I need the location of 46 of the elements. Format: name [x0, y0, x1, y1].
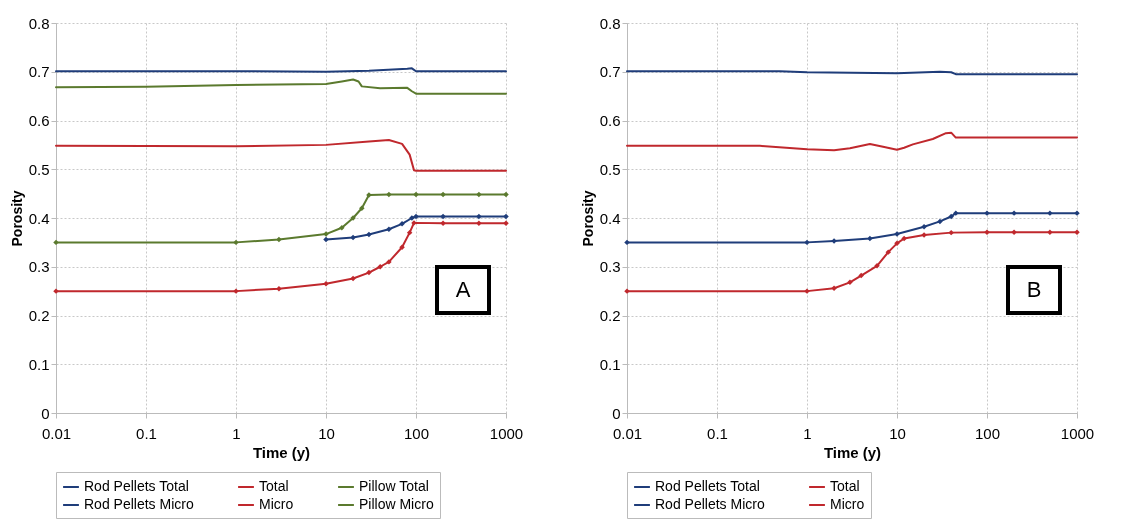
x-tick-label: 1 [803, 424, 812, 442]
legend-label: Rod Pellets Total [84, 478, 189, 494]
legend-label: Rod Pellets Total [655, 478, 760, 494]
x-axis-title: Time (y) [252, 443, 311, 461]
y-tick-label: 0.7 [28, 63, 50, 81]
legend-label: Micro [259, 496, 294, 512]
x-tick-label: 1000 [489, 424, 524, 442]
y-tick-label: 0.6 [28, 112, 50, 129]
label-frame: A [435, 265, 491, 315]
x-tick-label: 1000 [1060, 424, 1095, 442]
y-tick-label: 0.5 [28, 160, 50, 178]
legend-label: Total [830, 478, 860, 494]
legend-label: Pillow Micro [359, 496, 434, 512]
y-tick-label: 0.8 [28, 14, 50, 32]
x-tick-label: 0.01 [612, 424, 643, 442]
x-tick-label: 10 [889, 424, 906, 442]
y-tick-label: 0.6 [599, 112, 621, 129]
y-axis-title: Porosity [8, 190, 25, 247]
x-tick-label: 10 [318, 424, 335, 442]
y-tick-label: 0.2 [28, 307, 50, 324]
y-tick-label: 0.4 [599, 209, 621, 227]
x-axis-title: Time (y) [823, 443, 882, 461]
y-tick-label: 0.4 [28, 209, 50, 227]
x-tick-label: 100 [403, 424, 430, 442]
legend-label: Micro [830, 496, 865, 512]
y-tick-label: 0.3 [28, 258, 50, 276]
label-frame: B [1006, 265, 1062, 315]
y-tick-label: 0 [612, 404, 621, 422]
y-tick-label: 0.1 [28, 355, 50, 373]
y-tick-label: 0.7 [599, 63, 621, 81]
y-tick-label: 0 [41, 404, 50, 422]
y-tick-label: 0.3 [599, 258, 621, 276]
x-tick-label: 0.01 [41, 424, 72, 442]
legend-label: Total [259, 478, 289, 494]
x-tick-label: 1 [232, 424, 241, 442]
y-tick-label: 0.1 [599, 355, 621, 373]
y-tick-label: 0.5 [599, 160, 621, 178]
y-axis-title: Porosity [579, 190, 596, 247]
y-tick-label: 0.2 [599, 307, 621, 324]
x-tick-label: 100 [974, 424, 1001, 442]
legend-label: Rod Pellets Micro [84, 496, 194, 512]
legend-label: Rod Pellets Micro [655, 496, 765, 512]
x-tick-label: 0.1 [136, 424, 157, 442]
y-tick-label: 0.8 [599, 14, 621, 32]
legend-label: Pillow Total [359, 478, 429, 494]
x-tick-label: 0.1 [707, 424, 728, 442]
